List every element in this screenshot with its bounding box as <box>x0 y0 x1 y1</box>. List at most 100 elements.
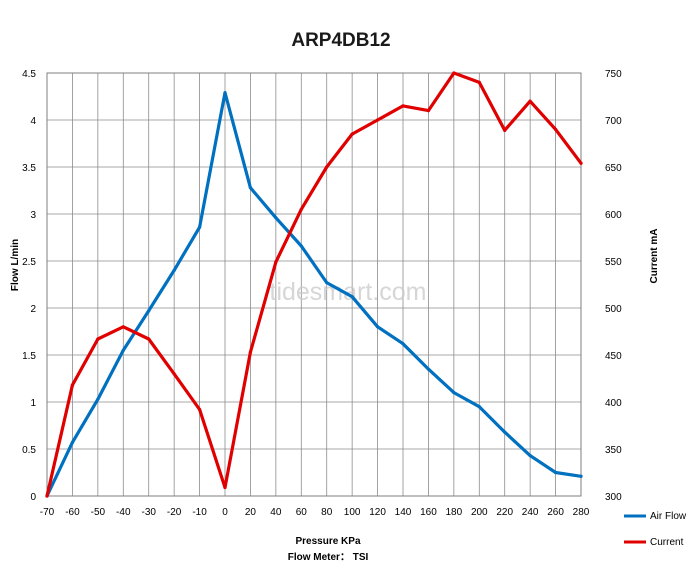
x-tick-label: -10 <box>192 507 207 518</box>
data-point-current <box>121 325 125 329</box>
axes: 00.511.522.533.544.530035040045050055060… <box>22 69 622 518</box>
y-tick-label: 3.5 <box>22 163 36 174</box>
data-point-air-flow <box>325 281 329 285</box>
y2-axis-label: Current mA <box>649 228 660 283</box>
data-point-air-flow <box>426 367 431 371</box>
x-axis-label: Pressure KPa <box>295 536 360 547</box>
data-point-current <box>401 104 405 108</box>
y-tick-label: 0 <box>30 492 36 503</box>
data-point-current <box>274 260 278 264</box>
y-tick-label: 4.5 <box>22 69 36 80</box>
legend: Air Flow Current <box>624 511 687 548</box>
data-point-current <box>325 165 329 169</box>
data-point-air-flow <box>477 405 481 409</box>
x-tick-label: 280 <box>573 507 590 518</box>
series-layer <box>45 71 583 498</box>
data-point-current <box>503 128 507 132</box>
y2-tick-label: 300 <box>605 492 622 503</box>
x-tick-label: 160 <box>420 507 437 518</box>
data-point-current <box>197 407 202 412</box>
data-point-air-flow <box>401 342 405 346</box>
data-point-current <box>223 485 227 490</box>
y2-tick-label: 550 <box>605 257 622 268</box>
data-point-current <box>579 161 583 165</box>
data-point-current <box>70 383 75 387</box>
x-tick-label: -20 <box>167 507 182 518</box>
x-tick-label: 100 <box>344 507 361 518</box>
x-tick-label: -70 <box>40 507 55 518</box>
y2-tick-label: 600 <box>605 210 622 221</box>
series-line-current <box>45 71 583 498</box>
y2-tick-label: 350 <box>605 445 622 456</box>
data-point-air-flow <box>299 244 303 248</box>
y-tick-label: 1.5 <box>22 351 36 362</box>
data-point-air-flow <box>375 325 380 329</box>
y2-tick-label: 400 <box>605 398 622 409</box>
legend-label-air-flow: Air Flow <box>650 511 687 522</box>
y2-tick-label: 450 <box>605 351 622 362</box>
data-point-current <box>172 372 176 376</box>
data-point-current <box>426 109 431 113</box>
data-point-current <box>45 494 49 498</box>
data-point-air-flow <box>350 295 354 299</box>
x-tick-label: 120 <box>369 507 386 518</box>
x-tick-label: 140 <box>395 507 412 518</box>
x-axis-label-secondary: Flow Meter： TSI <box>288 552 369 563</box>
y-tick-label: 3 <box>30 210 36 221</box>
grid <box>46 72 582 497</box>
x-tick-label: -60 <box>65 507 80 518</box>
x-tick-label: 260 <box>547 507 564 518</box>
x-tick-label: 0 <box>222 507 228 518</box>
data-point-air-flow <box>579 474 583 478</box>
x-tick-label: 200 <box>471 507 488 518</box>
x-tick-label: 240 <box>522 507 539 518</box>
x-tick-label: 220 <box>496 507 513 518</box>
watermark: tidesmart.com <box>270 278 427 306</box>
data-point-air-flow <box>121 348 125 352</box>
data-point-current <box>96 337 100 341</box>
series-line-air-flow <box>45 91 583 498</box>
data-point-current <box>452 71 456 75</box>
x-tick-label: -30 <box>141 507 156 518</box>
chart-title: ARP4DB12 <box>291 30 390 51</box>
y-tick-label: 0.5 <box>22 445 36 456</box>
data-point-current <box>528 99 532 103</box>
x-tick-label: -50 <box>91 507 106 518</box>
data-point-air-flow <box>223 91 227 95</box>
data-point-current <box>477 80 481 84</box>
plot-area-border <box>46 72 582 497</box>
y2-tick-label: 700 <box>605 116 622 127</box>
data-point-current <box>553 127 558 131</box>
data-point-air-flow <box>452 391 456 395</box>
x-tick-label: 80 <box>321 507 333 518</box>
data-point-current <box>350 132 354 136</box>
data-point-current <box>299 207 303 211</box>
data-point-air-flow <box>503 430 507 434</box>
data-point-air-flow <box>147 309 151 313</box>
data-point-air-flow <box>96 397 100 401</box>
data-point-air-flow <box>172 268 176 272</box>
x-tick-label: 40 <box>270 507 282 518</box>
data-point-current <box>147 337 151 341</box>
y-tick-label: 2 <box>30 304 36 315</box>
data-point-current <box>248 350 253 354</box>
data-point-air-flow <box>197 225 202 229</box>
y-tick-label: 2.5 <box>22 257 36 268</box>
y2-tick-label: 750 <box>605 69 622 80</box>
y2-tick-label: 650 <box>605 163 622 174</box>
data-point-current <box>375 118 380 122</box>
data-point-air-flow <box>274 216 278 220</box>
y-tick-label: 4 <box>30 116 36 127</box>
x-tick-label: 60 <box>296 507 308 518</box>
x-tick-label: 180 <box>446 507 463 518</box>
x-tick-label: -40 <box>116 507 131 518</box>
legend-label-current: Current <box>650 537 684 548</box>
data-point-air-flow <box>528 453 532 458</box>
y-tick-label: 1 <box>30 398 36 409</box>
x-tick-label: 20 <box>245 507 257 518</box>
data-point-air-flow <box>553 470 558 475</box>
y2-tick-label: 500 <box>605 304 622 315</box>
